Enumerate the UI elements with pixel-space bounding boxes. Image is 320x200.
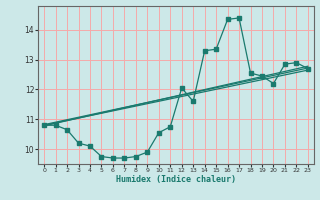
X-axis label: Humidex (Indice chaleur): Humidex (Indice chaleur) [116,175,236,184]
